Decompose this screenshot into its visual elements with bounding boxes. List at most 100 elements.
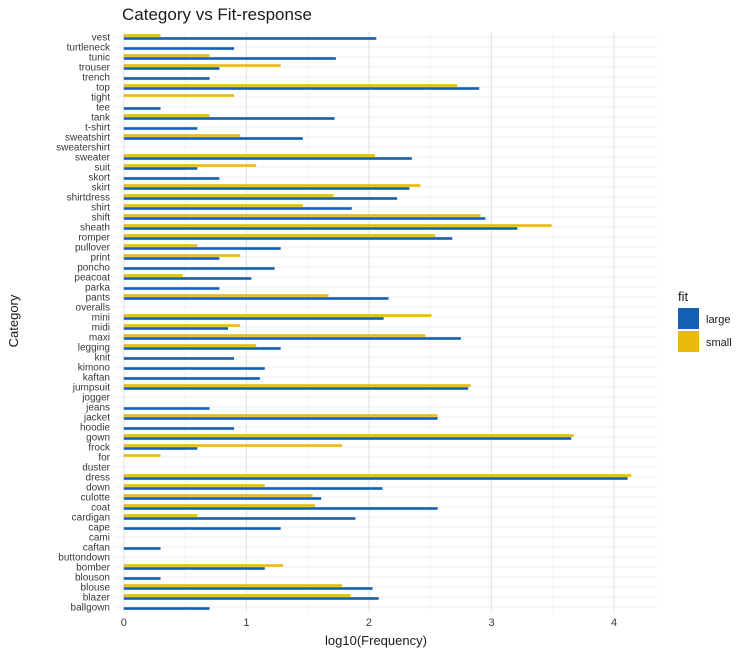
bar-small-shirt: [123, 204, 303, 207]
bar-small-legging: [123, 344, 257, 347]
y-tick-label: suit: [94, 163, 110, 174]
y-tick-label: jumpsuit: [72, 383, 110, 394]
y-tick-label: ballgown: [71, 603, 110, 614]
y-tick-label: sheath: [80, 223, 110, 234]
y-tick-label: cardigan: [72, 513, 110, 524]
bar-small-frock: [123, 444, 342, 447]
bar-small-tight: [123, 94, 235, 97]
y-tick-label: dress: [86, 473, 110, 484]
bar-large-coat: [123, 507, 438, 510]
bar-small-vest: [123, 34, 161, 37]
y-tick-label: duster: [82, 463, 110, 474]
bar-small-blouse: [123, 584, 342, 587]
y-tick-label: print: [91, 253, 111, 264]
bars-layer: [123, 34, 632, 610]
y-tick-label: for: [98, 453, 110, 464]
bar-large-mini: [123, 317, 384, 320]
y-tick-label: peacoat: [74, 273, 110, 284]
bar-small-pullover: [123, 244, 198, 247]
x-tick-label: 1: [243, 617, 249, 629]
bar-large-shirtdress: [123, 197, 398, 200]
y-tick-label: skirt: [92, 183, 111, 194]
y-tick-label: down: [86, 483, 110, 494]
bar-large-skort: [123, 177, 220, 180]
bar-large-t-shirt: [123, 127, 198, 130]
y-tick-label: jogger: [81, 393, 110, 404]
bar-small-shift: [123, 214, 481, 217]
bar-large-blouson: [123, 577, 161, 580]
y-tick-label: maxi: [89, 333, 110, 344]
bar-large-gown: [123, 437, 572, 440]
y-tick-label: sweater: [75, 153, 111, 164]
y-tick-label: sweatershirt: [56, 143, 110, 154]
y-tick-label: tank: [91, 113, 111, 124]
bar-large-parka: [123, 287, 220, 290]
y-tick-label: cape: [88, 523, 110, 534]
y-tick-label: blouse: [81, 583, 111, 594]
bar-small-tank: [123, 114, 210, 117]
y-tick-label: culotte: [81, 493, 111, 504]
bar-small-coat: [123, 504, 316, 507]
bar-large-vest: [123, 37, 377, 40]
bar-small-mini: [123, 314, 432, 317]
y-axis-title: Category: [6, 294, 21, 347]
bar-large-print: [123, 257, 220, 260]
bar-large-shirt: [123, 207, 352, 210]
bar-large-down: [123, 487, 383, 490]
y-tick-label: sweatshirt: [65, 133, 110, 144]
bar-small-dress: [123, 474, 632, 477]
y-tick-label: blouson: [75, 573, 110, 584]
bar-large-blazer: [123, 597, 379, 600]
x-tick-label: 2: [366, 617, 372, 629]
bar-large-maxi: [123, 337, 461, 340]
bar-large-shift: [123, 217, 486, 220]
bar-large-cardigan: [123, 517, 356, 520]
bar-small-print: [123, 254, 241, 257]
legend-label-large: large: [706, 314, 730, 326]
y-tick-label: jacket: [83, 413, 110, 424]
y-tick-label: jeans: [85, 403, 110, 414]
bar-large-jeans: [123, 407, 210, 410]
y-tick-label: caftan: [83, 543, 110, 554]
y-tick-label: coat: [91, 503, 110, 514]
bar-large-dress: [123, 477, 628, 480]
bar-large-tee: [123, 107, 161, 110]
bar-large-trouser: [123, 67, 220, 70]
y-tick-label: trench: [82, 73, 110, 84]
bar-large-romper: [123, 237, 453, 240]
y-tick-label: bomber: [76, 563, 111, 574]
bar-large-hoodie: [123, 427, 235, 430]
y-tick-label: blazer: [83, 593, 111, 604]
bar-large-turtleneck: [123, 47, 235, 50]
y-tick-label: turtleneck: [67, 43, 111, 54]
bar-small-tunic: [123, 54, 210, 57]
bar-large-jumpsuit: [123, 387, 469, 390]
bar-small-bomber: [123, 564, 284, 567]
bar-small-shirtdress: [123, 194, 334, 197]
bar-large-tunic: [123, 57, 336, 60]
y-tick-label: overalls: [76, 303, 110, 314]
bar-small-jumpsuit: [123, 384, 471, 387]
legend-swatch-large: [678, 308, 699, 329]
bar-large-cape: [123, 527, 281, 530]
y-tick-label: t-shirt: [85, 123, 110, 134]
chart-title: Category vs Fit-response: [122, 5, 312, 24]
bar-large-kaftan: [123, 377, 260, 380]
bar-large-blouse: [123, 587, 373, 590]
y-tick-label: midi: [92, 323, 110, 334]
y-tick-label: hoodie: [80, 423, 110, 434]
bar-large-trench: [123, 77, 210, 80]
y-tick-label: tee: [96, 103, 110, 114]
x-tick-label: 0: [121, 617, 127, 629]
bar-large-pullover: [123, 247, 281, 250]
bar-large-caftan: [123, 547, 161, 550]
bar-small-romper: [123, 234, 436, 237]
bar-large-skirt: [123, 187, 410, 190]
bar-small-skirt: [123, 184, 421, 187]
y-tick-label: pullover: [75, 243, 111, 254]
y-tick-label: poncho: [77, 263, 110, 274]
y-tick-label: tight: [91, 93, 110, 104]
y-tick-label: shirt: [91, 203, 110, 214]
